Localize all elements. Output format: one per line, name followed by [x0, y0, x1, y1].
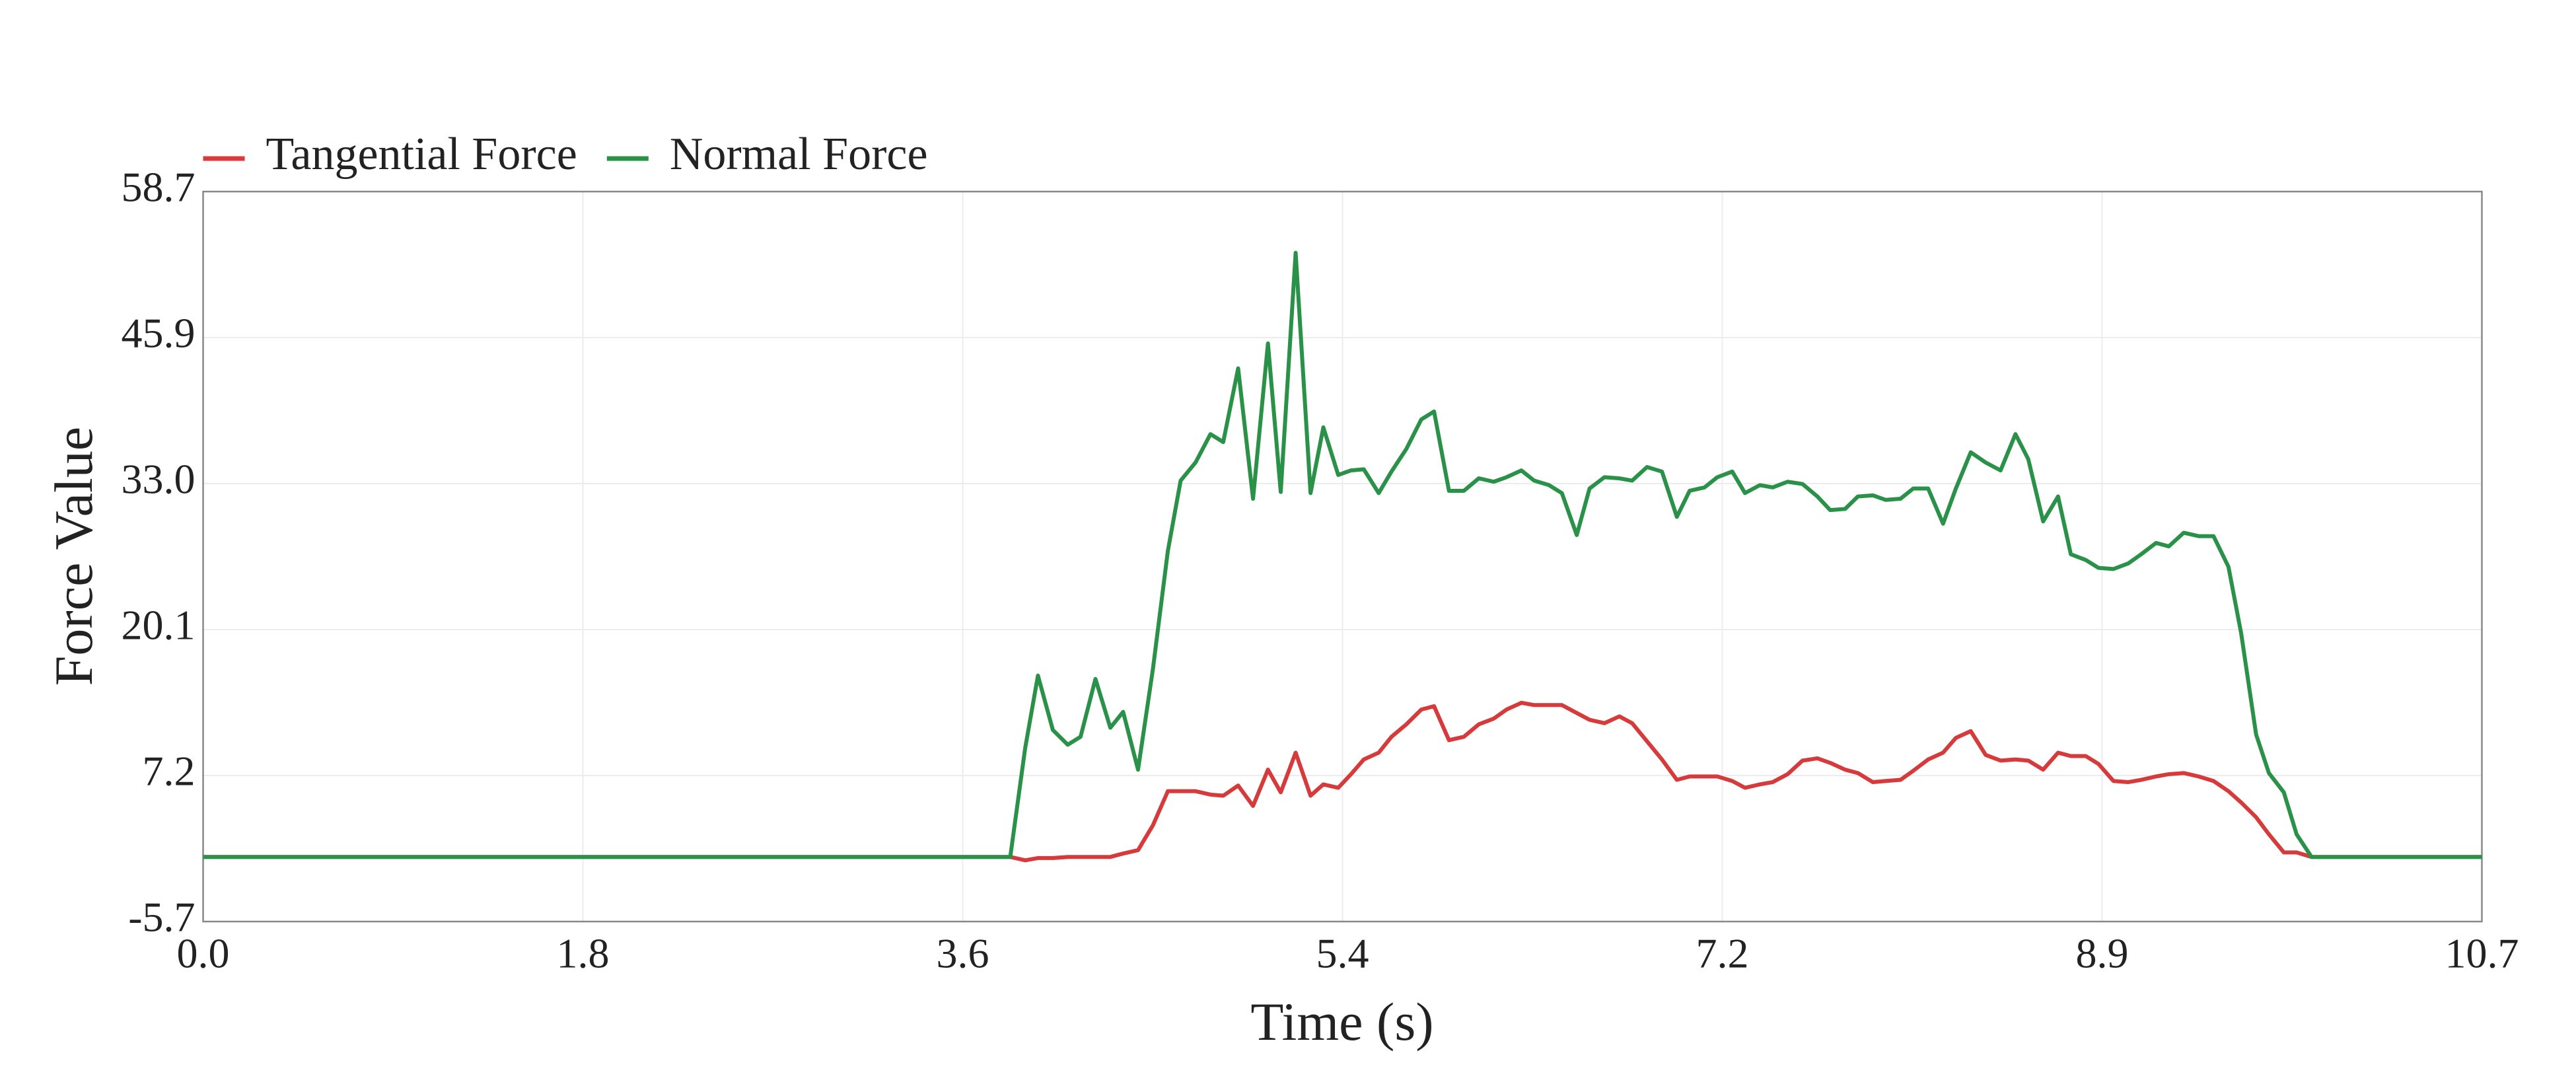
series-line — [203, 250, 2482, 859]
x-axis-label: Time (s) — [1250, 992, 1433, 1052]
y-tick-label: 7.2 — [143, 748, 196, 795]
x-tick-label: 5.4 — [1316, 930, 1369, 977]
series-line — [203, 700, 2482, 863]
y-tick-label: 58.7 — [122, 164, 196, 211]
x-tick-label: 8.9 — [2076, 930, 2129, 977]
x-tick-label: 7.2 — [1696, 930, 1748, 977]
y-tick-label: 33.0 — [122, 456, 196, 503]
legend-label: Normal Force — [670, 129, 928, 180]
y-tick-label: -5.7 — [128, 894, 195, 941]
legend-label: Tangential Force — [266, 129, 577, 180]
y-tick-label: 20.1 — [122, 602, 196, 649]
x-tick-label: 1.8 — [556, 930, 609, 977]
y-axis-label: Force Value — [44, 427, 104, 686]
x-tick-label: 10.7 — [2445, 930, 2519, 977]
y-tick-label: 45.9 — [122, 310, 196, 357]
x-tick-label: 0.0 — [177, 930, 230, 977]
plot-frame — [202, 190, 2483, 923]
x-tick-label: 3.6 — [937, 930, 989, 977]
